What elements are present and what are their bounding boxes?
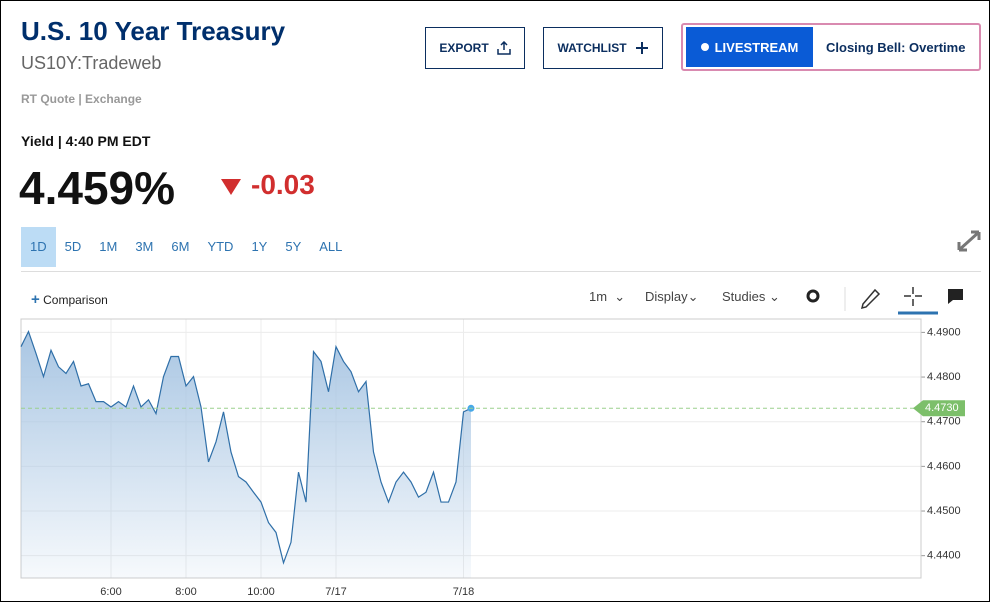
plus-icon (635, 42, 648, 54)
display-label: Display (645, 289, 688, 304)
quote-source: RT Quote | Exchange (21, 92, 142, 106)
range-tab[interactable]: 1M (99, 239, 118, 254)
export-button[interactable]: EXPORT (425, 27, 525, 69)
watchlist-button[interactable]: WATCHLIST (543, 27, 663, 69)
price: 4.459% (19, 162, 176, 214)
y-tick-label: 4.4700 (927, 416, 961, 428)
down-arrow (221, 179, 241, 195)
livestream-label: LIVESTREAM (714, 39, 799, 55)
y-tick-label: 4.4900 (927, 326, 961, 338)
range-tab[interactable]: 5Y (285, 239, 302, 254)
show-title[interactable]: Closing Bell: Overtime (826, 40, 966, 55)
range-tabs: 1D 5D 1M 3M 6M YTD 1Y 5Y ALL (21, 227, 351, 267)
watchlist-label: WATCHLIST (557, 41, 627, 55)
y-tick-label: 4.4400 (927, 550, 961, 562)
comparison-button[interactable]: + Comparison (31, 291, 108, 308)
y-tick-label: 4.4600 (927, 460, 961, 472)
range-tab[interactable]: 1D (21, 227, 56, 267)
x-tick-label: 8:00 (175, 586, 196, 598)
live-dot (700, 43, 709, 51)
studies-select[interactable]: Studies ⌄ (722, 289, 780, 304)
settings-icon[interactable] (806, 289, 820, 303)
range-tab[interactable]: 3M (135, 239, 154, 254)
symbol: US10Y:Tradeweb (21, 53, 162, 73)
comment-icon[interactable] (948, 289, 963, 304)
livestream-box[interactable]: LIVESTREAM Closing Bell: Overtime (681, 23, 981, 71)
interval-select[interactable]: 1m ⌄ (589, 289, 626, 304)
area (21, 331, 471, 578)
y-tick-label: 4.4800 (927, 371, 961, 383)
x-tick-label: 6:00 (100, 586, 121, 598)
comparison-label: Comparison (43, 293, 108, 307)
chart-tools (806, 287, 963, 315)
y-tick-label: 4.4500 (927, 505, 961, 517)
line (20, 329, 472, 565)
livestream-button[interactable]: LIVESTREAM (686, 27, 813, 67)
range-tab[interactable]: ALL (319, 239, 343, 254)
title: U.S. 10 Year Treasury (21, 16, 286, 46)
x-tick-label: 7/17 (325, 586, 346, 598)
range-tab[interactable]: YTD (207, 239, 234, 254)
expand-icon[interactable] (956, 229, 982, 253)
current-tag (913, 400, 965, 417)
x-tick-label: 10:00 (247, 586, 275, 598)
range-tab[interactable]: 5D (64, 239, 82, 254)
x-tick-label: 7/18 (453, 586, 474, 598)
export-icon (496, 41, 511, 55)
draw-icon[interactable] (860, 288, 881, 310)
display-select[interactable]: Display⌄ (645, 289, 699, 304)
range-tab[interactable]: 1Y (251, 239, 268, 254)
crosshair-icon[interactable] (904, 287, 922, 306)
yield-label: Yield | 4:40 PM EDT (21, 133, 151, 149)
export-label: EXPORT (439, 41, 489, 55)
studies-label: Studies (722, 289, 766, 304)
change: -0.03 (251, 169, 315, 200)
current-label: 4.4730 (925, 402, 959, 414)
separator (21, 271, 981, 272)
range-tab[interactable]: 6M (171, 239, 190, 254)
interval-label: 1m (589, 289, 608, 304)
